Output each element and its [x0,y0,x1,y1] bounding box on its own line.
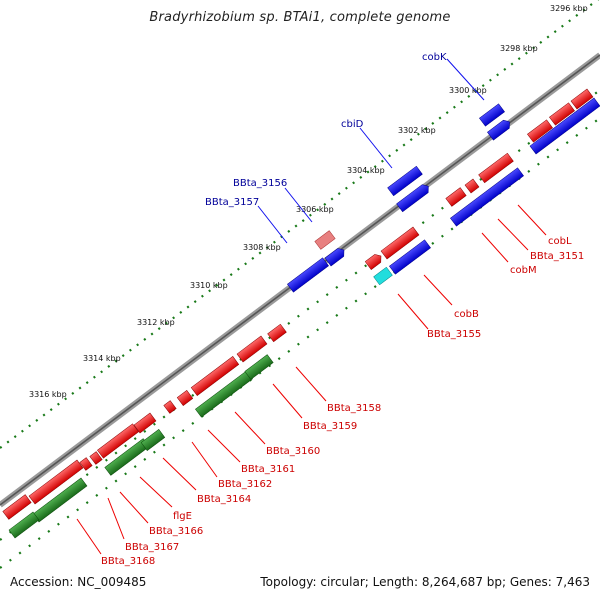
cds-feature[interactable] [2,494,32,520]
leader-line [423,274,453,306]
leader-line [284,187,313,223]
accession-text: Accession: NC_009485 [10,575,147,589]
tick-label: 3314 kbp [83,354,121,363]
cds-feature[interactable] [570,88,594,110]
cds-feature[interactable] [267,323,287,343]
cds-feature[interactable] [364,252,384,270]
cds-feature[interactable] [97,423,139,459]
tick-label: 3298 kbp [500,44,538,53]
gene-label[interactable]: BBta_3166 [149,526,203,537]
leader-line [234,411,266,445]
gene-label[interactable]: cobM [510,265,537,276]
tick-label: 3312 kbp [137,318,175,327]
gene-label[interactable]: cobL [548,236,572,247]
gene-label[interactable]: BBta_3167 [125,542,179,553]
leader-line [295,366,327,402]
leader-line [446,58,485,101]
leader-line [481,232,509,263]
gene-label[interactable]: cobK [422,52,447,63]
scale-tick-labels: 3296 kbp 3298 kbp 3300 kbp 3302 kbp 3304… [29,4,588,399]
cds-feature[interactable] [387,165,423,197]
leader-line [517,204,547,236]
tick-label: 3300 kbp [449,86,487,95]
gene-label[interactable]: BBta_3155 [427,329,481,340]
cds-feature[interactable] [487,118,512,141]
leader-line [497,218,529,251]
cds-feature[interactable] [28,459,84,505]
reverse-strand-features [2,88,594,520]
topology-text: Topology: circular; Length: 8,264,687 bp… [260,575,590,589]
cds-feature[interactable] [8,511,40,539]
gene-label[interactable]: cobB [454,309,479,320]
cds-feature[interactable] [396,182,432,213]
cds-feature[interactable] [380,226,420,260]
tick-label: 3296 kbp [550,4,588,13]
gene-label[interactable]: BBta_3159 [303,421,357,432]
cds-feature[interactable] [236,335,268,363]
cds-feature[interactable] [140,429,166,451]
gene-label[interactable]: BBta_3162 [218,479,272,490]
cds-feature[interactable] [479,103,505,127]
leader-line [257,205,288,244]
cds-feature[interactable] [163,400,177,414]
gene-label[interactable]: cbiD [341,119,364,130]
cds-feature[interactable] [176,390,194,406]
inner-gene-labels: cobL BBta_3151 cobM cobB BBta_3155 BBta_… [76,204,584,567]
gene-label[interactable]: BBta_3164 [197,494,251,505]
cds-feature[interactable] [389,239,431,275]
cds-feature[interactable] [133,412,157,434]
leader-line [359,127,393,169]
cds-feature[interactable] [464,178,480,194]
cds-feature[interactable] [190,356,240,396]
gene-label[interactable]: BBta_3160 [266,446,320,457]
outer-gene-labels: cobK cbiD BBta_3156 BBta_3157 [205,52,485,244]
tick-label: 3310 kbp [190,281,228,290]
leader-line [162,457,197,491]
gene-label[interactable]: BBta_3157 [205,197,259,208]
leader-line [207,429,241,463]
tick-label: 3302 kbp [398,126,436,135]
outer-scale-dotted-line [0,0,600,449]
forward-strand-features [287,97,600,293]
cds-feature[interactable] [195,370,253,418]
cds-feature[interactable] [527,119,553,143]
tick-label: 3306 kbp [296,205,334,214]
pseudo-feature[interactable] [314,230,336,250]
leader-line [397,293,429,330]
cds-feature[interactable] [478,152,514,184]
gene-label[interactable]: BBta_3151 [530,251,584,262]
cds-feature[interactable] [79,457,93,471]
tick-label: 3316 kbp [29,390,67,399]
cds-feature[interactable] [287,257,329,293]
map-title: Bradyrhizobium sp. BTAi1, complete genom… [149,10,451,25]
tick-label: 3304 kbp [347,166,385,175]
leader-line [191,441,218,478]
cds-feature[interactable] [445,187,467,207]
gene-label[interactable]: BBta_3168 [101,556,155,567]
leader-line [76,518,102,555]
cds-feature[interactable] [450,167,524,227]
cds-feature[interactable] [244,354,274,380]
leader-line [139,476,173,508]
cds-feature[interactable] [324,246,347,267]
gene-label[interactable]: BBta_3161 [241,464,295,475]
leader-line [107,497,125,540]
cds-feature[interactable] [549,102,575,126]
cds-feature[interactable] [89,451,103,465]
rna-strand-features [8,354,274,539]
leader-line [272,383,303,419]
leader-line [119,491,149,524]
gene-label[interactable]: BBta_3156 [233,178,287,189]
gene-label[interactable]: BBta_3158 [327,403,381,414]
other-feature[interactable] [373,266,393,286]
gene-label[interactable]: flgE [173,511,192,522]
tick-label: 3308 kbp [243,243,281,252]
